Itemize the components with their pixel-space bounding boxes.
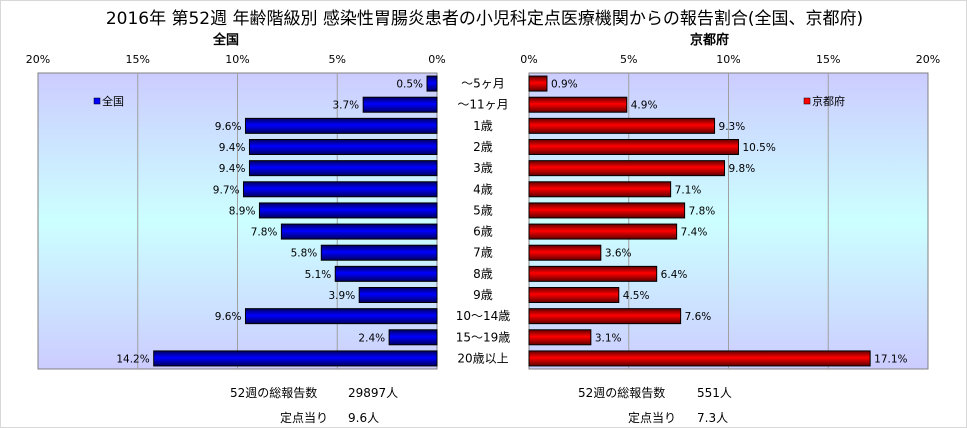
national-tick-label: 20% [26, 53, 50, 66]
national-tick-label: 0% [428, 53, 445, 66]
kyoto-data-label: 7.4% [681, 227, 708, 239]
kyoto-data-label: 3.6% [605, 248, 632, 260]
kyoto-data-label: 7.1% [675, 184, 702, 196]
national-total-label: 52週の総報告数 [230, 386, 318, 400]
kyoto-data-label: 7.6% [685, 311, 712, 323]
category-label: 3歳 [473, 161, 493, 175]
national-data-label: 5.8% [291, 248, 318, 260]
kyoto-bar [528, 223, 678, 240]
kyoto-per-value: 7.3人 [697, 411, 729, 425]
category-label: 5歳 [473, 203, 493, 217]
national-data-label: 0.5% [396, 79, 423, 91]
kyoto-bar [528, 329, 592, 346]
kyoto-tick-label: 0% [520, 53, 537, 66]
kyoto-bar [528, 117, 716, 134]
kyoto-bar [528, 308, 682, 325]
national-bar [248, 139, 438, 155]
category-label: 15～19歳 [456, 330, 511, 344]
category-label: ～5ヶ月 [461, 77, 505, 91]
kyoto-bar [528, 287, 620, 303]
kyoto-bar [528, 75, 548, 92]
category-label: 8歳 [473, 267, 493, 281]
national-data-label: 2.4% [358, 332, 385, 344]
national-total-value: 29897人 [348, 386, 399, 400]
kyoto-chart-title: 京都府 [690, 33, 730, 48]
chart-title: 2016年 第52週 年齢階級別 感染性胃腸炎患者の小児科定点医療機関からの報告… [105, 9, 864, 29]
national-bar [248, 160, 438, 177]
national-data-label: 9.4% [219, 142, 246, 154]
national-data-label: 8.9% [229, 205, 256, 217]
national-bar [258, 202, 438, 219]
national-bar [334, 265, 438, 282]
kyoto-bar [528, 96, 628, 113]
national-tick-label: 15% [126, 53, 150, 66]
national-data-label: 9.6% [215, 121, 242, 133]
kyoto-bar [528, 265, 658, 282]
national-tick-label: 10% [225, 53, 249, 66]
kyoto-tick-label: 5% [620, 53, 637, 66]
kyoto-data-label: 9.3% [719, 121, 746, 133]
national-bar [320, 244, 438, 261]
national-bar [388, 329, 438, 346]
national-bar [358, 287, 438, 303]
national-tick-label: 5% [329, 53, 346, 66]
kyoto-data-label: 4.5% [623, 290, 650, 302]
kyoto-bar [528, 202, 686, 219]
category-label: 1歳 [473, 119, 493, 133]
national-data-label: 5.1% [305, 269, 332, 281]
kyoto-bar [528, 139, 739, 155]
national-bar [244, 117, 438, 134]
kyoto-data-label: 0.9% [551, 79, 578, 91]
national-bar [280, 223, 438, 240]
national-data-label: 9.6% [215, 311, 242, 323]
kyoto-per-label: 定点当り [628, 411, 677, 425]
national-data-label: 7.8% [251, 227, 278, 239]
kyoto-legend-swatch [803, 97, 811, 105]
kyoto-bar [528, 350, 871, 367]
national-per-value: 9.6人 [348, 411, 380, 425]
national-bar [244, 308, 438, 325]
national-bar [426, 75, 438, 92]
category-label: 9歳 [473, 288, 493, 302]
kyoto-total-value: 551人 [697, 386, 732, 400]
kyoto-bar [528, 160, 726, 177]
national-legend-swatch [93, 97, 101, 105]
category-label: 4歳 [473, 182, 493, 196]
kyoto-tick-label: 20% [916, 53, 940, 66]
national-bar [153, 350, 438, 367]
kyoto-data-label: 10.5% [742, 142, 775, 154]
kyoto-bar [528, 244, 602, 261]
category-label: 6歳 [473, 225, 493, 239]
category-label: 7歳 [473, 246, 493, 260]
kyoto-total-label: 52週の総報告数 [578, 386, 666, 400]
kyoto-tick-label: 10% [716, 53, 740, 66]
national-data-label: 3.7% [332, 100, 359, 112]
kyoto-data-label: 9.8% [729, 163, 756, 175]
kyoto-legend-label: 京都府 [812, 94, 845, 108]
kyoto-data-label: 6.4% [661, 269, 688, 281]
kyoto-data-label: 17.1% [874, 353, 907, 365]
kyoto-data-label: 7.8% [689, 205, 716, 217]
national-data-label: 14.2% [116, 353, 149, 365]
national-data-label: 9.4% [219, 163, 246, 175]
kyoto-data-label: 3.1% [595, 332, 622, 344]
national-bar [362, 96, 438, 113]
kyoto-data-label: 4.9% [631, 100, 658, 112]
national-chart-title: 全国 [213, 33, 240, 48]
national-legend-label: 全国 [102, 94, 124, 108]
national-data-label: 9.7% [213, 184, 240, 196]
category-label: 10～14歳 [456, 309, 511, 323]
national-data-label: 3.9% [329, 290, 356, 302]
national-bar [242, 181, 438, 198]
category-label: 20歳以上 [457, 351, 508, 365]
category-label: ～11ヶ月 [457, 98, 508, 112]
national-per-label: 定点当り [280, 411, 329, 425]
kyoto-bar [528, 181, 672, 198]
kyoto-tick-label: 15% [816, 53, 840, 66]
category-label: 2歳 [473, 140, 493, 154]
